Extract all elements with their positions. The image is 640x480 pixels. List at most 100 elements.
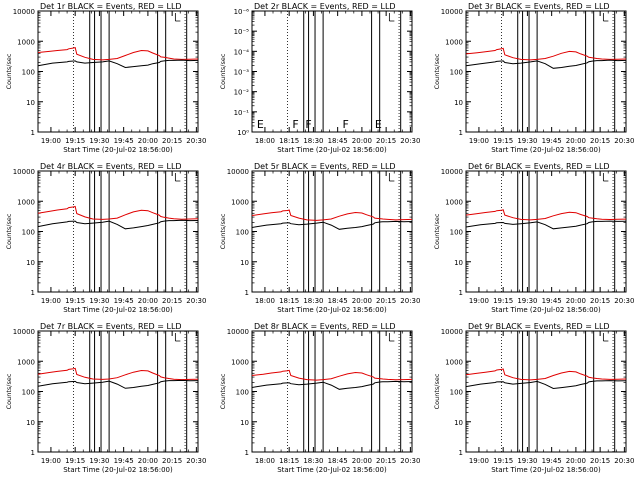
time-flag-marker	[174, 173, 181, 182]
x-tick-label: 20:30	[400, 457, 420, 465]
x-tick-label: 19:45	[542, 297, 562, 305]
series-line-lld	[251, 209, 413, 221]
x-tick-label: 20:15	[376, 457, 396, 465]
x-tick-label: 18:30	[303, 137, 323, 145]
x-axis-label: Start Time (20-Jul-02 18:56:00)	[63, 146, 173, 154]
y-tick-label: 1	[459, 449, 463, 457]
series-line-events	[37, 59, 199, 69]
y-tick-label: 10	[26, 99, 35, 107]
y-tick-label: 10	[240, 419, 249, 427]
plot-frame	[465, 330, 627, 453]
y-tick-label: 10⁻²	[234, 89, 250, 97]
x-tick-label: 20:30	[400, 297, 420, 305]
x-tick-label: 19:00	[469, 137, 489, 145]
plot-frame	[251, 170, 413, 293]
series-line-lld	[37, 205, 199, 220]
flag-label: E	[375, 118, 382, 131]
y-tick-label: 100	[450, 69, 463, 77]
y-tick-label: 1000	[231, 358, 249, 366]
x-tick-label: 19:45	[542, 137, 562, 145]
y-tick-label: 10000	[13, 168, 35, 176]
x-tick-label: 19:30	[89, 137, 109, 145]
x-tick-label: 19:30	[517, 137, 537, 145]
x-tick-label: 19:45	[114, 457, 134, 465]
x-tick-label: 20:15	[376, 137, 396, 145]
y-tick-label: 10⁻⁵	[234, 28, 250, 36]
series-line-lld	[465, 209, 627, 221]
x-tick-label: 20:00	[138, 297, 158, 305]
x-tick-label: 20:00	[138, 457, 158, 465]
y-tick-label: 100	[450, 229, 463, 237]
x-tick-label: 20:15	[162, 297, 182, 305]
plot-frame	[251, 10, 413, 133]
flag-label: F	[292, 118, 298, 131]
series-line-events	[251, 380, 413, 390]
plot-frame	[465, 10, 627, 133]
x-tick-label: 19:30	[89, 297, 109, 305]
y-tick-label: 1	[245, 289, 249, 297]
y-tick-label: 10000	[13, 328, 35, 336]
flag-label: E	[257, 118, 264, 131]
y-tick-label: 1000	[17, 198, 35, 206]
x-tick-label: 20:30	[186, 457, 206, 465]
y-tick-label: 10	[240, 259, 249, 267]
y-tick-label: 10	[454, 259, 463, 267]
y-tick-label: 10000	[13, 8, 35, 16]
series-line-events	[465, 59, 627, 69]
y-tick-label: 10	[26, 419, 35, 427]
y-tick-label: 1000	[231, 198, 249, 206]
x-tick-label: 20:15	[162, 137, 182, 145]
x-tick-label: 18:30	[303, 297, 323, 305]
x-tick-label: 19:15	[493, 137, 513, 145]
y-tick-label: 1	[31, 129, 35, 137]
y-tick-label: 1	[31, 449, 35, 457]
y-axis-label: Counts/sec	[219, 373, 227, 409]
time-flag-marker	[602, 173, 609, 182]
x-tick-label: 20:15	[590, 297, 610, 305]
x-tick-label: 19:45	[542, 457, 562, 465]
chart-panel-8: 1 10 100 1000 10000 18:00 18:15 18:30 18:45 20:00…	[219, 322, 420, 474]
y-axis-label: Counts/sec	[433, 373, 441, 409]
chart-panel-3: 1 10 100 1000 10000 19:00 19:15 19:30 19:45 20:00…	[433, 2, 634, 154]
y-tick-label: 10	[454, 419, 463, 427]
x-tick-label: 20:30	[186, 137, 206, 145]
x-axis-label: Start Time (20-Jul-02 18:56:00)	[63, 466, 173, 474]
y-axis-label: Counts/sec	[5, 373, 13, 409]
x-tick-label: 18:15	[279, 297, 299, 305]
chart-title: Det 3r BLACK = Events, RED = LLD	[468, 2, 610, 11]
x-axis-label: Start Time (20-Jul-02 18:56:00)	[277, 466, 387, 474]
series-line-events	[251, 220, 413, 230]
x-tick-label: 20:00	[566, 297, 586, 305]
y-tick-label: 10⁻⁶	[234, 8, 250, 16]
series-line-events	[465, 380, 627, 390]
y-tick-label: 10	[26, 259, 35, 267]
y-axis-label: Counts/sec	[219, 53, 227, 89]
x-tick-label: 19:00	[41, 457, 61, 465]
x-axis-label: Start Time (20-Jul-02 18:56:00)	[491, 306, 601, 314]
x-axis-label: Start Time (20-Jul-02 18:56:00)	[491, 146, 601, 154]
chart-panel-1: 1 10 100 1000 10000 19:00 19:15 19:30 19:45 20:00…	[5, 2, 206, 154]
y-axis-label: Counts/sec	[5, 53, 13, 89]
y-tick-label: 100	[450, 389, 463, 397]
time-flag-marker	[174, 333, 181, 342]
chart-title: Det 4r BLACK = Events, RED = LLD	[40, 162, 182, 171]
x-tick-label: 19:15	[493, 457, 513, 465]
x-tick-label: 20:00	[352, 457, 372, 465]
time-flag-marker	[388, 173, 395, 182]
x-axis-label: Start Time (20-Jul-02 18:56:00)	[63, 306, 173, 314]
plot-frame	[251, 330, 413, 453]
x-tick-label: 18:30	[303, 457, 323, 465]
x-tick-label: 18:00	[255, 297, 275, 305]
chart-title: Det 1r BLACK = Events, RED = LLD	[40, 2, 182, 11]
x-tick-label: 19:00	[41, 137, 61, 145]
chart-title: Det 6r BLACK = Events, RED = LLD	[468, 162, 610, 171]
y-tick-label: 100	[236, 229, 249, 237]
chart-panel-4: 1 10 100 1000 10000 19:00 19:15 19:30 19:45 20:00…	[5, 162, 206, 314]
y-tick-label: 1000	[445, 198, 463, 206]
x-tick-label: 19:15	[65, 297, 85, 305]
y-tick-label: 1	[459, 289, 463, 297]
chart-panel-9: 1 10 100 1000 10000 19:00 19:15 19:30 19:45 20:00…	[433, 322, 634, 474]
x-axis-label: Start Time (20-Jul-02 18:56:00)	[491, 466, 601, 474]
series-line-lld	[465, 47, 627, 61]
